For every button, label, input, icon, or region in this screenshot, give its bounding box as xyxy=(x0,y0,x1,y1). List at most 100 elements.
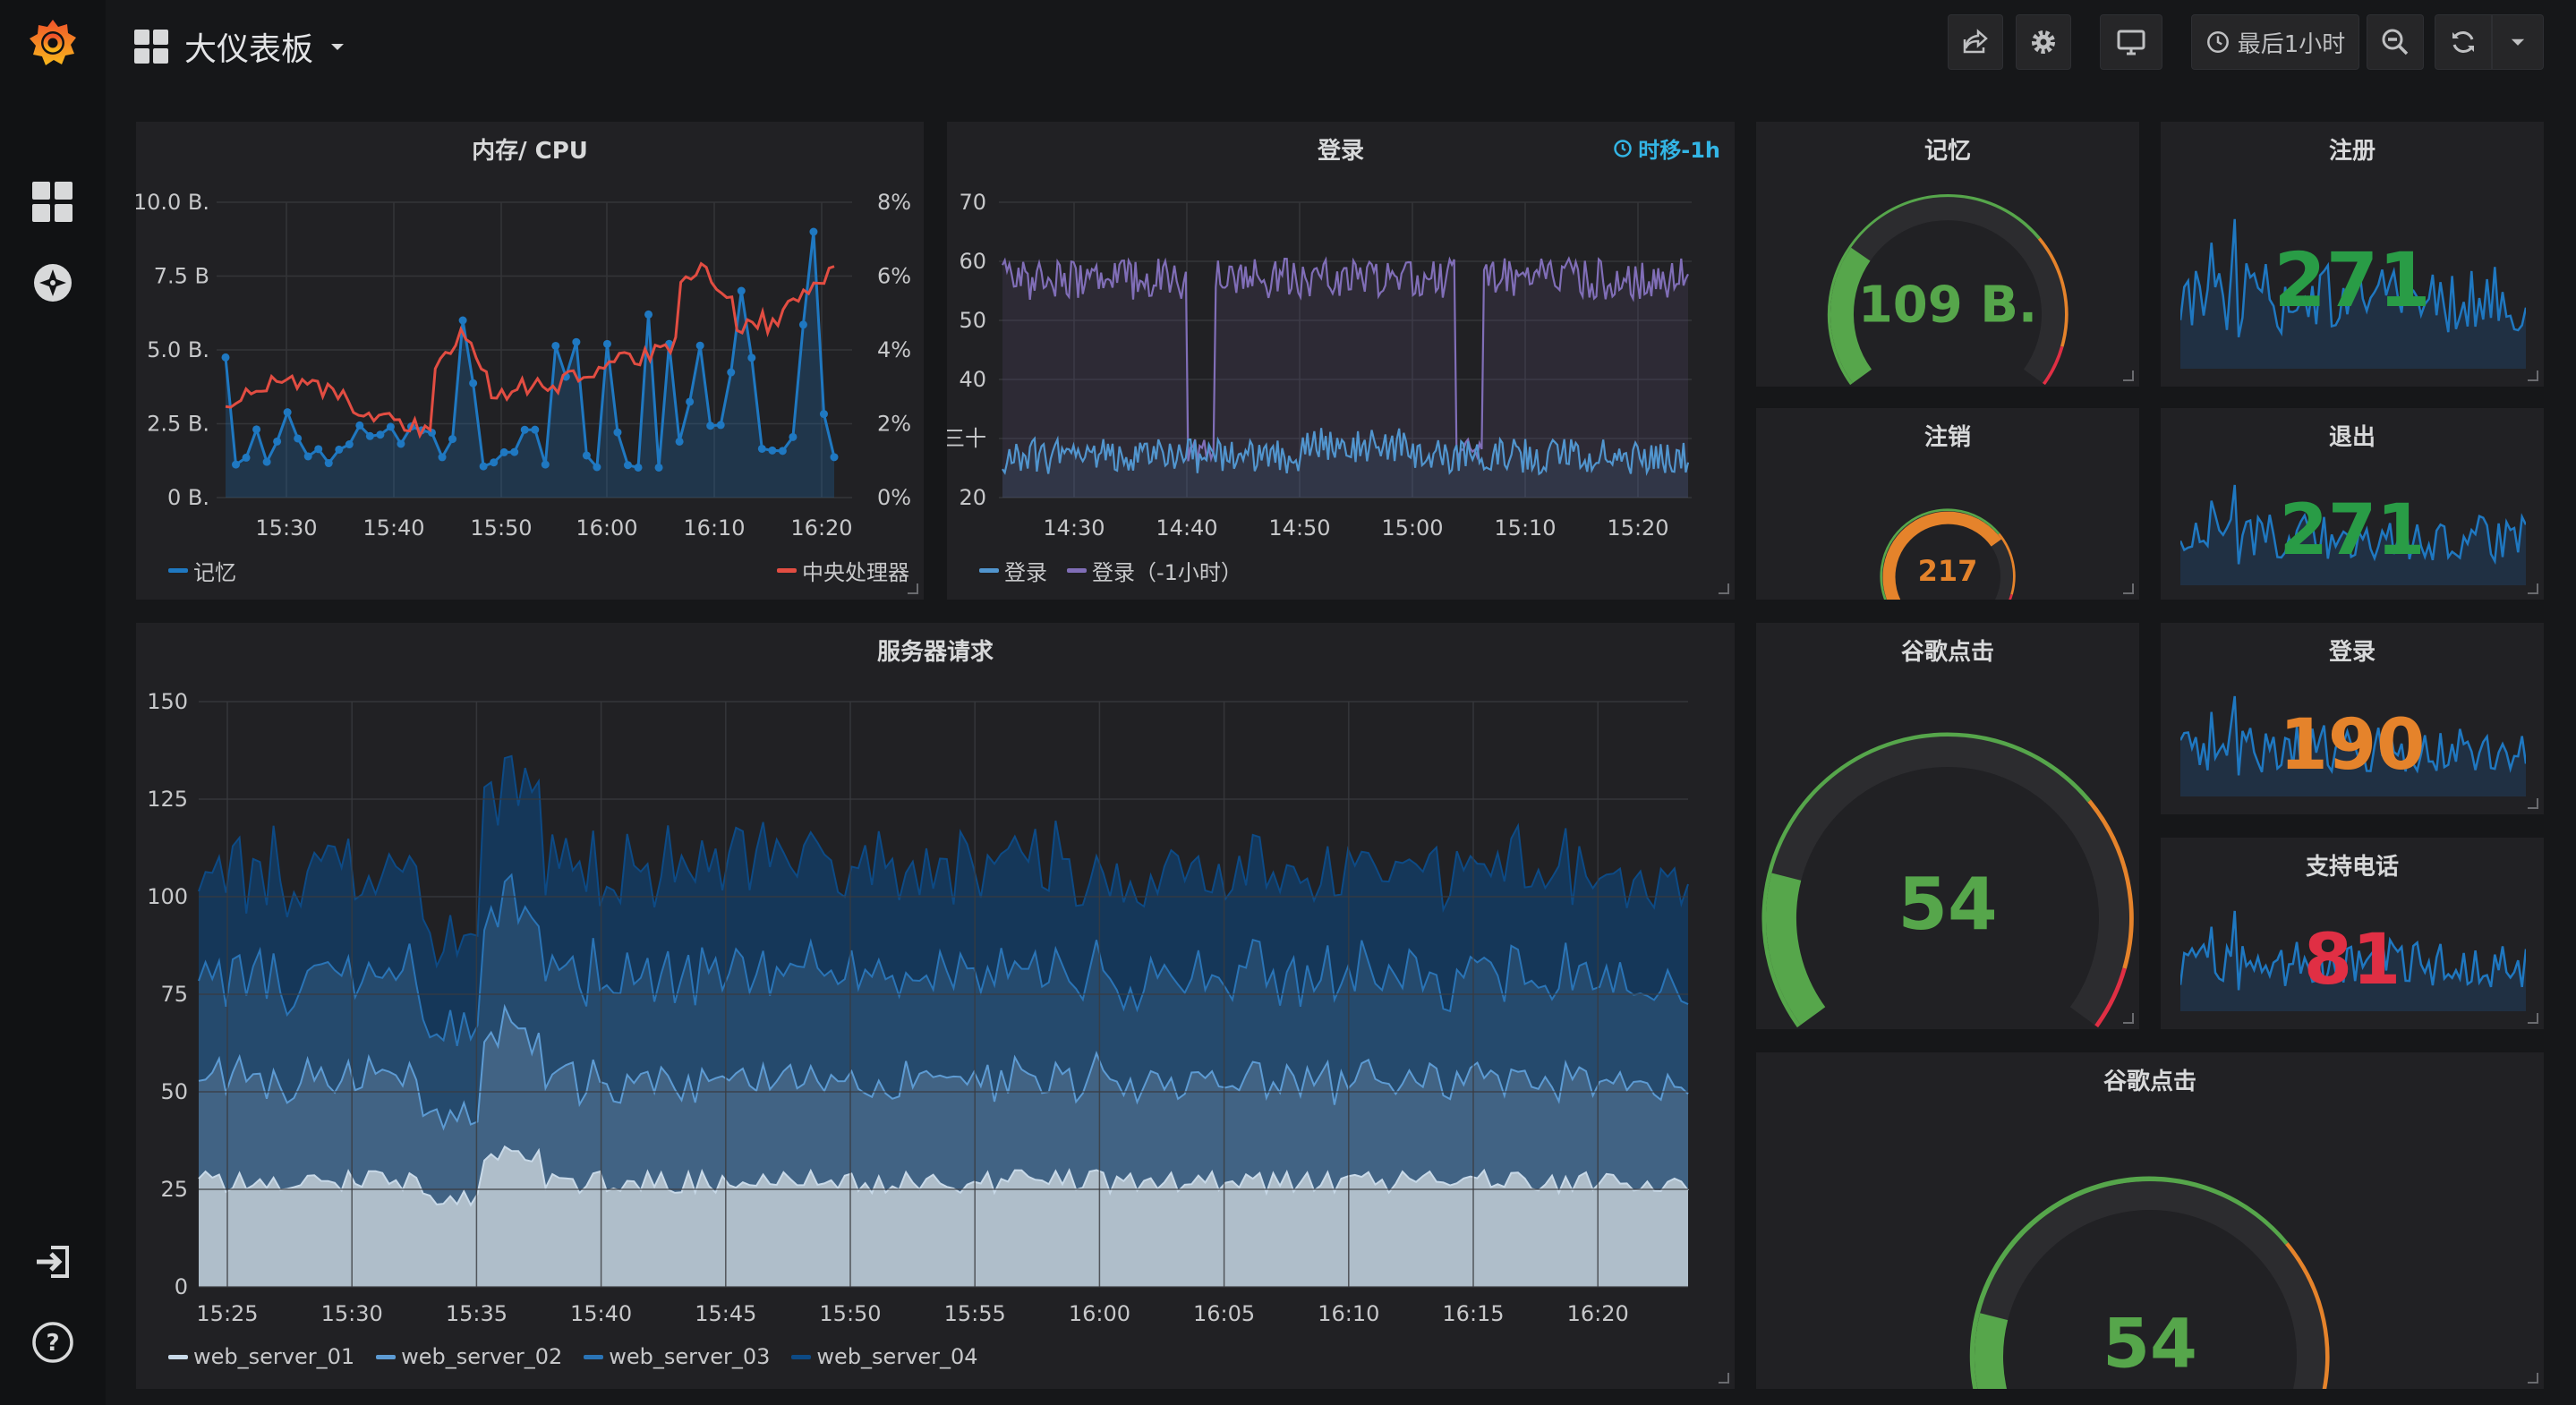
sidebar: ? xyxy=(0,0,106,1405)
refresh-icon xyxy=(2452,31,2474,53)
memory-point xyxy=(727,368,736,377)
panel-title: 注册 xyxy=(2328,138,2376,165)
legend-web-server-03[interactable]: web_server_03 xyxy=(584,1344,770,1369)
dashboard-picker[interactable]: 大仪表板 xyxy=(134,23,345,70)
logins-stat-panel: 登录 190 xyxy=(2161,623,2544,814)
memory-point xyxy=(695,341,704,350)
resize-handle[interactable] xyxy=(1719,583,1729,594)
memory-point xyxy=(232,460,241,469)
google-hits-gauge-panel-2: 谷歌点击 54 xyxy=(1756,1052,2544,1389)
memory-point xyxy=(262,457,271,466)
sign-in-icon[interactable] xyxy=(26,1235,80,1289)
zoom-out-button[interactable] xyxy=(2367,14,2424,70)
memory-point xyxy=(747,353,756,362)
memory-point xyxy=(252,425,261,434)
server-line-3 xyxy=(198,873,1689,1046)
memory-point xyxy=(551,341,560,350)
svg-text:?: ? xyxy=(46,1330,59,1357)
gauge-threshold-red xyxy=(2007,593,2013,600)
memory-point xyxy=(345,440,354,449)
memory-point xyxy=(283,408,292,417)
gauge-value: 109 B. xyxy=(1858,276,2037,334)
x-tick: 15:40 xyxy=(570,1301,632,1326)
memory-cpu-panel: 内存/ CPU 10.0 B. 7.5 B 5.0 B. 2.5 B. 0 B. 8% 6%… xyxy=(136,122,924,600)
server-requests-graph[interactable]: 150 125 100 75 50 25 0 15:25 15:30 15:35 15:40 15:4… xyxy=(136,623,1735,1389)
legend-web-server-02[interactable]: web_server_02 xyxy=(376,1344,562,1369)
x-tick: 15:55 xyxy=(944,1301,1006,1326)
resize-handle[interactable] xyxy=(2528,798,2538,809)
resize-handle[interactable] xyxy=(2528,1373,2538,1384)
legend-web-server-01[interactable]: web_server_01 xyxy=(168,1344,354,1369)
legend-logins-shifted[interactable]: 登录（-1小时） xyxy=(1067,555,1242,586)
gauge-threshold-orange xyxy=(2284,1242,2330,1389)
y-tick: 75 xyxy=(160,982,188,1007)
explore-compass-icon[interactable] xyxy=(26,256,80,310)
refresh-interval-dropdown[interactable] xyxy=(2492,14,2544,70)
memory-point xyxy=(458,316,467,325)
support-calls-sparkline xyxy=(2180,910,2526,1011)
share-button[interactable] xyxy=(1948,14,2003,70)
resize-handle[interactable] xyxy=(908,583,918,594)
memory-point xyxy=(355,421,364,430)
y-tick: 0 xyxy=(175,1274,188,1299)
refresh-button[interactable] xyxy=(2435,14,2492,70)
dashboard-title: 大仪表板 xyxy=(184,31,314,68)
resize-handle[interactable] xyxy=(2528,1013,2538,1024)
legend-logins[interactable]: 登录 xyxy=(979,555,1047,586)
stat-value: 271 xyxy=(2273,236,2431,324)
logins-graph[interactable]: 70 60 50 40 三十 20 14:30 14:40 14:50 15:00 15:10 15:… xyxy=(947,122,1735,600)
panel-title: 登录 xyxy=(2328,639,2376,666)
support-calls-panel: 支持电话 81 xyxy=(2161,838,2544,1029)
legend-label: web_server_03 xyxy=(609,1344,771,1369)
server-requests-panel: 服务器请求 150 125 100 75 50 25 0 15:25 15:30 15:35 15:… xyxy=(136,623,1735,1389)
y-tick-left: 2.5 B. xyxy=(147,412,209,437)
memory-point xyxy=(314,445,323,454)
memory-point xyxy=(242,453,251,462)
legend-memory[interactable]: 记忆 xyxy=(168,555,236,586)
gauge-value-arc xyxy=(1975,1313,2009,1389)
gauge-threshold-green xyxy=(1880,508,2000,600)
memory-cpu-graph[interactable]: 10.0 B. 7.5 B 5.0 B. 2.5 B. 0 B. 8% 6% 4% 2% 0% 15… xyxy=(136,122,924,600)
tv-mode-button[interactable] xyxy=(2100,14,2162,70)
dashboards-icon[interactable] xyxy=(26,175,80,229)
server-line-4 xyxy=(198,754,1689,969)
x-tick: 16:00 xyxy=(1069,1301,1130,1326)
signups-sparkline xyxy=(2180,218,2526,369)
sparkline-fill xyxy=(2180,910,2526,1011)
gauge-threshold-red xyxy=(2042,345,2064,386)
sparkline-line xyxy=(2180,910,2526,991)
legend-web-server-04[interactable]: web_server_04 xyxy=(791,1344,978,1369)
gear-icon xyxy=(2032,30,2055,54)
panel-title: 登录 xyxy=(1317,138,1364,165)
memory-point xyxy=(572,337,581,346)
legend-cpu[interactable]: 中央处理器 xyxy=(777,555,909,586)
google-hits-gauge-2: 54 xyxy=(1969,1176,2330,1389)
memory-point xyxy=(634,463,643,472)
gauge-threshold-orange xyxy=(2037,237,2068,347)
memory-point xyxy=(448,435,457,444)
memory-point xyxy=(613,428,622,437)
resize-handle[interactable] xyxy=(2123,370,2134,381)
share-icon xyxy=(1963,29,1988,54)
resize-handle[interactable] xyxy=(2123,583,2134,594)
grafana-logo-icon[interactable] xyxy=(26,16,80,70)
resize-handle[interactable] xyxy=(2528,583,2538,594)
gauge-value-arc xyxy=(1765,873,1826,1026)
settings-button[interactable] xyxy=(2016,14,2071,70)
memory-point xyxy=(716,421,725,430)
x-tick: 15:00 xyxy=(1381,515,1443,541)
resize-handle[interactable] xyxy=(2123,1013,2134,1024)
y-tick-left: 10.0 B. xyxy=(136,190,209,215)
y-tick-right: 4% xyxy=(877,337,911,362)
memory-point xyxy=(798,320,807,329)
help-icon[interactable]: ? xyxy=(26,1316,80,1369)
y-tick: 50 xyxy=(959,308,986,333)
topbar: 大仪表板 最后1小时 xyxy=(106,0,2576,98)
memory-point xyxy=(830,453,839,462)
resize-handle[interactable] xyxy=(2528,370,2538,381)
gauge-value-arc xyxy=(1830,247,1872,384)
time-range-picker[interactable]: 最后1小时 xyxy=(2191,14,2359,70)
resize-handle[interactable] xyxy=(1719,1373,1729,1384)
exits-panel: 退出 271 xyxy=(2161,408,2544,600)
clock-icon xyxy=(1614,139,1632,158)
